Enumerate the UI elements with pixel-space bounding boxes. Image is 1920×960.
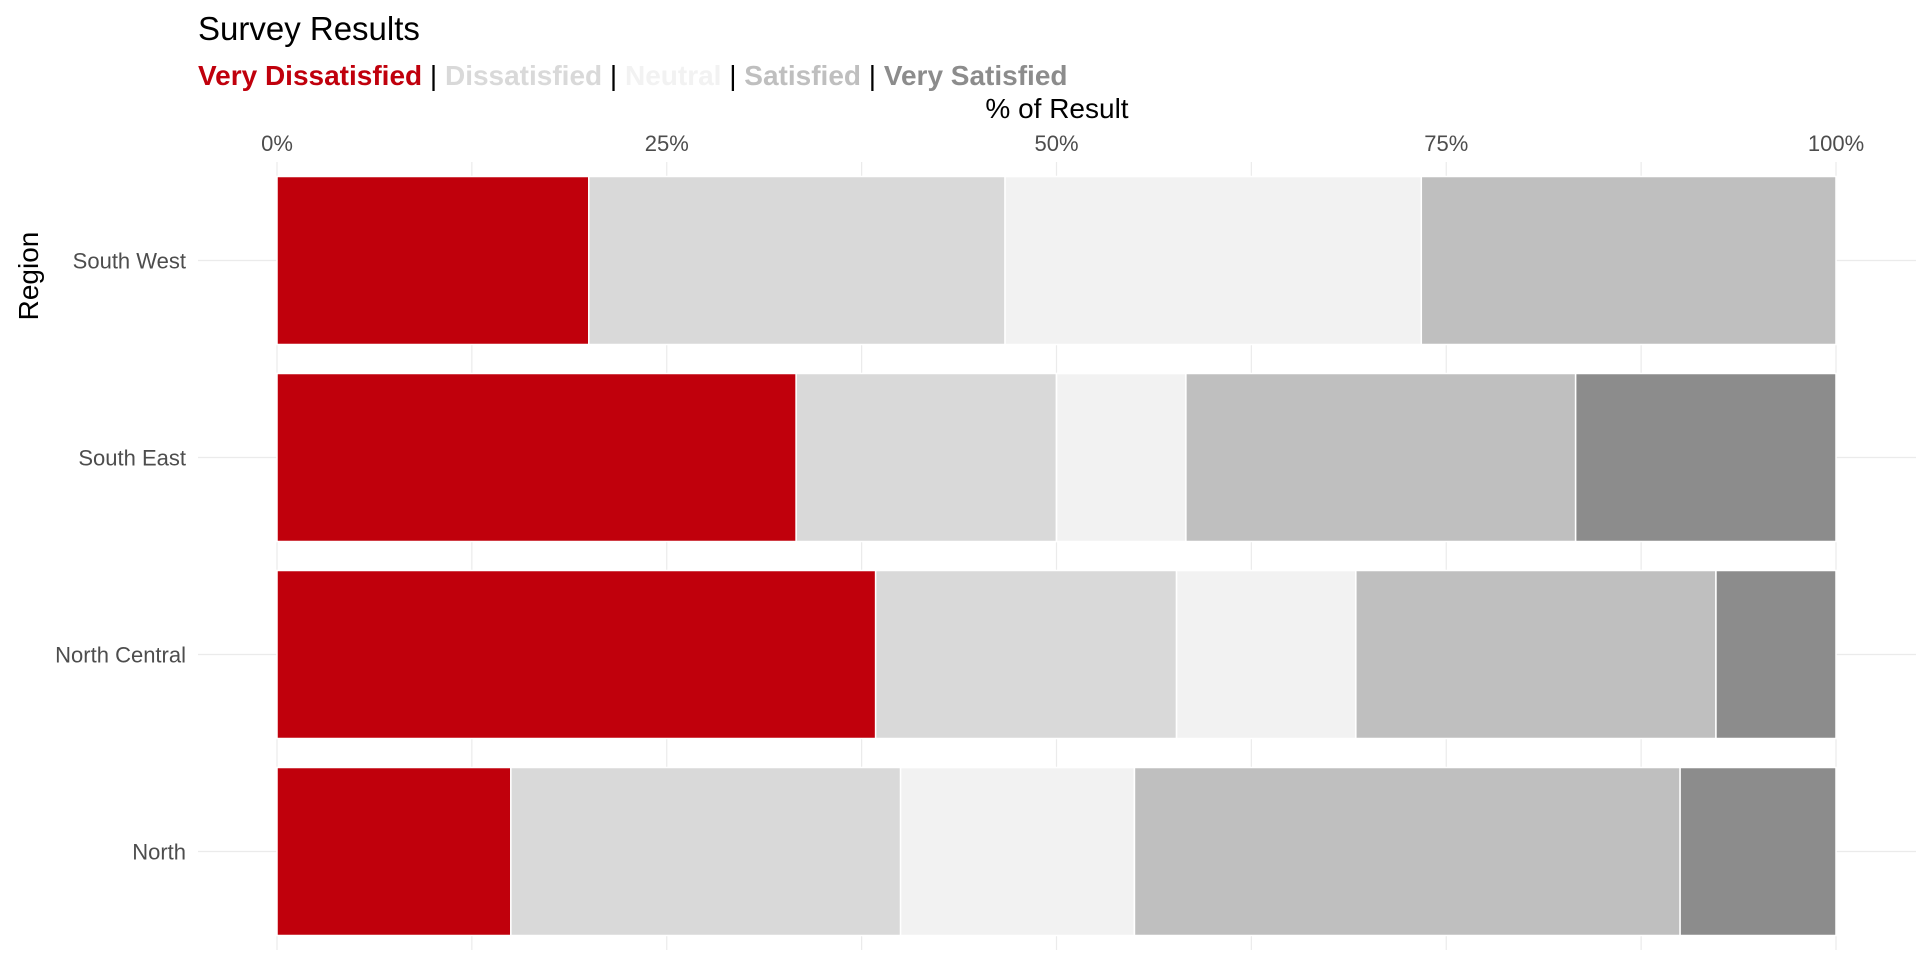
bar-segment — [1679, 766, 1837, 937]
x-tick-label: 25% — [645, 131, 689, 156]
chart-legend: Very Dissatisfied | Dissatisfied | Neutr… — [198, 60, 1068, 91]
bar-segment — [276, 175, 590, 346]
bar-segment — [276, 372, 797, 543]
bar-segment — [1004, 175, 1423, 346]
bar-segment — [1185, 372, 1577, 543]
legend-entry: Dissatisfied — [445, 60, 602, 91]
bar-segment — [1574, 372, 1837, 543]
legend-entry: Satisfied — [744, 60, 861, 91]
bar-segment — [510, 766, 902, 937]
legend-entry: Neutral — [625, 60, 721, 91]
legend-entry: Very Satisfied — [884, 60, 1068, 91]
bar-segment — [1715, 569, 1837, 740]
y-tick-label: North — [132, 840, 186, 865]
bars — [276, 175, 1837, 937]
legend-separator: | — [602, 60, 625, 91]
x-tick-label: 50% — [1034, 131, 1078, 156]
bar-segment — [1133, 766, 1681, 937]
bar-segment — [795, 372, 1058, 543]
legend-separator: | — [422, 60, 445, 91]
bar-segment — [276, 569, 877, 740]
bar-segment — [1355, 569, 1717, 740]
bar-segment — [276, 766, 512, 937]
legend-separator: | — [861, 60, 884, 91]
bar-segment — [874, 569, 1178, 740]
x-tick-label: 100% — [1808, 131, 1864, 156]
x-tick-label: 0% — [261, 131, 293, 156]
bar-segment — [1055, 372, 1187, 543]
y-axis-title: Region — [13, 232, 44, 321]
legend-entry: Very Dissatisfied — [198, 60, 422, 91]
y-axis-ticks: South West South East North Central North — [55, 249, 186, 865]
x-axis-title: % of Result — [985, 93, 1128, 124]
y-tick-label: South West — [73, 249, 186, 274]
x-tick-label: 75% — [1424, 131, 1468, 156]
x-axis-ticks: 0% 25% 50% 75% 100% — [261, 131, 1864, 156]
bar-segment — [1175, 569, 1357, 740]
bar-segment — [899, 766, 1136, 937]
bar-segment — [1420, 175, 1837, 346]
y-tick-label: North Central — [55, 643, 186, 668]
y-tick-label: South East — [78, 446, 186, 471]
chart-title: Survey Results — [198, 10, 420, 47]
legend-separator: | — [721, 60, 744, 91]
bar-segment — [588, 175, 1006, 346]
